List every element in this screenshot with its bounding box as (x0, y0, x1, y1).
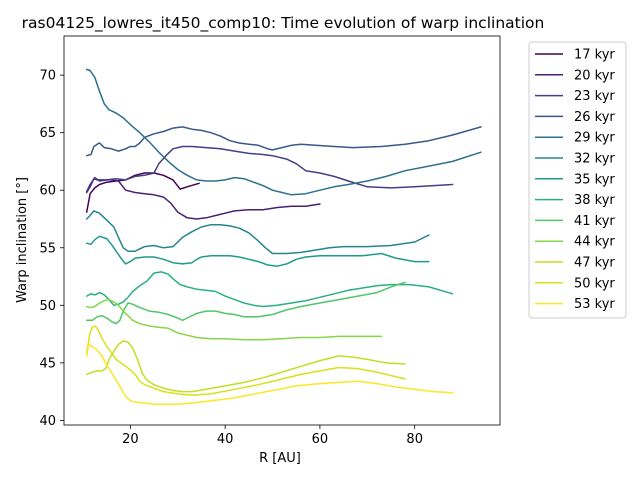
y-tick-label: 40 (39, 414, 56, 429)
legend-label: 20 kyr (574, 68, 615, 83)
x-axis-label: R [AU] (259, 451, 301, 466)
series-line-32-kyr (85, 210, 430, 255)
series-line-17-kyr (85, 172, 200, 213)
series-line-47-kyr (85, 340, 406, 393)
legend-label: 35 kyr (574, 172, 615, 187)
y-tick-label: 50 (39, 299, 56, 314)
series-line-44-kyr (85, 298, 383, 341)
y-tick-label: 65 (39, 126, 56, 141)
y-tick-label: 55 (39, 241, 56, 256)
legend-label: 53 kyr (574, 297, 615, 312)
axes-frame (63, 35, 501, 426)
series-line-38-kyr (85, 271, 454, 308)
x-tick-label: 80 (406, 432, 423, 447)
series-line-50-kyr (85, 325, 406, 396)
x-tick-label: 40 (217, 432, 234, 447)
series-line-35-kyr (85, 235, 430, 267)
y-axis: 40 45 50 55 60 65 70 (39, 69, 64, 429)
legend-label: 41 kyr (574, 214, 615, 229)
x-tick-label: 60 (312, 432, 329, 447)
series-line-23-kyr (85, 145, 454, 193)
legend-frame (528, 41, 627, 319)
series-line-26-kyr (85, 126, 482, 157)
series-line-41-kyr (85, 281, 406, 325)
legend: 17 kyr 20 kyr 23 kyr 26 kyr 29 kyr 32 kyr 35 k… (528, 41, 627, 319)
x-tick-label: 20 (122, 432, 139, 447)
series-line-53-kyr (85, 343, 454, 406)
legend-label: 38 kyr (574, 193, 615, 208)
y-tick-label: 60 (39, 184, 56, 199)
y-tick-label: 70 (39, 69, 56, 84)
legend-label: 44 kyr (574, 235, 615, 250)
y-tick-label: 45 (39, 356, 56, 371)
legend-label: 23 kyr (574, 89, 615, 104)
series-line-20-kyr (85, 177, 321, 220)
legend-label: 17 kyr (574, 48, 615, 63)
chart-title: ras04125_lowres_it450_comp10: Time evolu… (22, 14, 545, 33)
plot-lines (85, 68, 482, 406)
legend-label: 50 kyr (574, 276, 615, 291)
x-axis: 20 40 60 80 (122, 425, 423, 447)
legend-label: 47 kyr (574, 256, 615, 271)
series-line-29-kyr (85, 68, 482, 196)
legend-label: 29 kyr (574, 131, 615, 146)
legend-label: 32 kyr (574, 152, 615, 167)
y-axis-label: Warp inclination [°] (15, 177, 30, 303)
legend-label: 26 kyr (574, 110, 615, 125)
